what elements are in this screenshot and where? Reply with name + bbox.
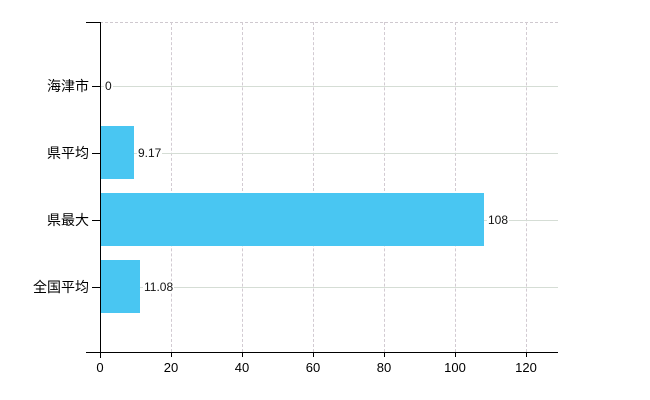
gridline-horizontal (100, 153, 558, 154)
y-tick-mark (92, 287, 100, 288)
value-label: 108 (487, 213, 510, 227)
x-axis (86, 352, 558, 353)
x-tick-label: 20 (163, 360, 179, 375)
gridline-vertical (384, 22, 386, 352)
value-label: 0 (104, 79, 113, 93)
x-tick-label: 60 (305, 360, 321, 375)
bar (101, 193, 484, 246)
y-axis-top-cap (86, 22, 100, 23)
gridline-vertical (526, 22, 528, 352)
x-tick-mark (313, 352, 315, 357)
category-label: 県最大 (47, 212, 89, 228)
gridline-vertical (171, 22, 172, 352)
y-tick-mark (92, 153, 100, 154)
x-tick-label: 80 (376, 360, 392, 375)
category-label: 県平均 (47, 145, 89, 161)
value-label: 11.08 (143, 280, 175, 294)
gridline-horizontal (100, 287, 558, 288)
gridline-vertical (455, 22, 457, 352)
x-tick-label: 100 (444, 360, 466, 375)
x-tick-mark (526, 352, 528, 357)
category-label: 全国平均 (33, 279, 89, 295)
y-axis (100, 22, 101, 358)
x-tick-label: 40 (234, 360, 250, 375)
x-tick-mark (455, 352, 457, 357)
bar (101, 126, 134, 179)
x-tick-mark (171, 352, 172, 357)
x-tick-mark (384, 352, 386, 357)
y-tick-mark (92, 86, 100, 87)
bar (101, 260, 140, 313)
gridline-vertical (313, 22, 315, 352)
x-tick-mark (100, 352, 101, 357)
y-tick-mark (92, 220, 100, 221)
value-label: 9.17 (137, 146, 163, 160)
x-tick-label: 120 (515, 360, 537, 375)
x-tick-mark (242, 352, 243, 357)
x-tick-label: 0 (96, 360, 104, 375)
gridline-horizontal (100, 86, 558, 87)
plot-top-border (100, 22, 558, 23)
category-label: 海津市 (47, 78, 89, 94)
gridline-vertical (242, 22, 243, 352)
